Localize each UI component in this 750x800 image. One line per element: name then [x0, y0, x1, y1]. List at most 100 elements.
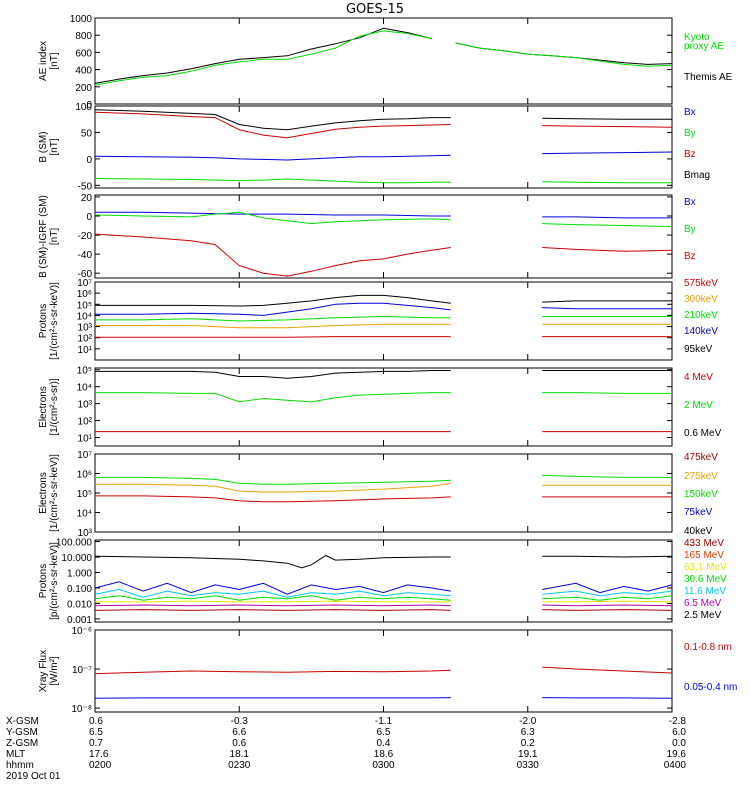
series-ae-kyoto-proxy-ae	[455, 42, 673, 67]
y-tick-label: 10⁻⁸	[71, 704, 92, 715]
series-bsm-by	[94, 178, 451, 184]
y-tick-label: 100.000	[56, 538, 93, 549]
y-axis-label-electrons1: [1/(cm²-s-sr)]	[49, 378, 60, 435]
series-protons2-11-6-mev	[542, 582, 673, 594]
series-protons2-2-5-mev	[542, 555, 673, 558]
series-protons2-2-5-mev	[94, 554, 451, 569]
legend-entry: 2.5 MeV	[684, 610, 722, 621]
legend-entry: Bz	[684, 149, 696, 160]
y-axis-label-electrons2: Electrons	[38, 472, 49, 514]
y-tick-label: 10¹	[78, 345, 93, 356]
series-ae-themis-ae	[455, 42, 673, 65]
footer-value: 17.6	[89, 749, 109, 760]
legend-entry: 433 MeV	[684, 538, 724, 549]
y-tick-label: 10⁻⁷	[72, 665, 92, 676]
y-tick-label: 50	[81, 128, 93, 139]
series-ae-kyoto-proxy-ae	[94, 30, 432, 86]
legend-entry: 165 MeV	[684, 550, 724, 561]
series-electrons1-2-mev	[542, 392, 672, 394]
series-protons1-575kev	[95, 336, 451, 338]
series-protons2-6-5-mev	[542, 609, 673, 611]
series-bigrf-bx	[542, 216, 672, 219]
footer-row-label: MLT	[6, 749, 25, 760]
y-tick-label: 10⁻⁶	[71, 626, 92, 637]
y-axis-label-electrons1: Electrons	[38, 386, 49, 428]
y-axis-label-protons1: [1/(cm²-s-sr-keV)]	[49, 282, 60, 360]
y-tick-label: 10⁴	[77, 509, 92, 520]
legend-entry: 95keV	[684, 344, 713, 355]
footer-value: 19.1	[518, 749, 538, 760]
y-tick-label: 10³	[78, 528, 93, 539]
series-bigrf-by	[94, 211, 451, 225]
y-tick-label: 800	[75, 31, 92, 42]
footer-value: 19.6	[667, 749, 687, 760]
legend-entry: 0.6 MeV	[684, 428, 722, 439]
y-tick-label: 0	[86, 155, 92, 166]
y-tick-label: 20	[81, 193, 93, 204]
y-axis-label-protons2: Protons	[38, 564, 49, 598]
series-bsm-bz	[94, 111, 451, 139]
legend-entry: Bmag	[684, 170, 710, 181]
footer-value: 0.7	[89, 738, 103, 749]
footer-row-label: 2019 Oct 01	[6, 771, 61, 782]
legend-entry: 0.05-0.4 nm	[684, 682, 737, 693]
legend-entry: 4 MeV	[684, 372, 713, 383]
footer-value: 6.5	[89, 727, 103, 738]
footer-value: -2.0	[519, 716, 537, 727]
legend-entry: 275keV	[684, 471, 718, 482]
series-bigrf-bx	[95, 211, 451, 217]
y-tick-label: 10³	[78, 323, 93, 334]
footer-row-label: Y-GSM	[6, 727, 38, 738]
series-protons2-63-1-mev	[94, 595, 451, 601]
y-tick-label: 10⁵	[77, 366, 92, 377]
series-ae-themis-ae	[94, 27, 432, 84]
y-axis-label-electrons2: [1/(cm²-s-sr-keV)]	[49, 454, 60, 532]
y-tick-label: 10¹	[78, 434, 93, 445]
series-xray-0-05-0-4-nm	[94, 697, 451, 699]
panel-frame-electrons1	[94, 367, 673, 447]
series-protons1-95kev	[95, 294, 451, 307]
series-bsm-bmag	[542, 117, 672, 120]
legend-entry: 63.1 MeV	[684, 562, 727, 573]
legend-entry: 75keV	[684, 507, 713, 518]
legend-entry: 0.1-0.8 nm	[684, 642, 732, 653]
footer-value: -0.3	[231, 716, 249, 727]
y-tick-label: 10²	[78, 334, 93, 345]
legend-entry: 30.6 MeV	[684, 574, 727, 585]
series-protons2-433-mev	[94, 604, 451, 607]
y-tick-label: 10³	[78, 400, 93, 411]
y-tick-label: -40	[78, 250, 93, 261]
footer-value: 0.6	[89, 716, 103, 727]
y-axis-label-protons2: [p/(cm²-s-sr-keV)]	[49, 542, 60, 620]
series-electrons2-150kev	[542, 474, 672, 478]
series-bigrf-by	[542, 223, 673, 227]
y-tick-label: 10⁷	[77, 278, 92, 289]
legend-entry: By	[684, 128, 696, 139]
series-protons2-165-mev	[542, 600, 673, 603]
series-bigrf-bz	[542, 247, 673, 252]
legend-entry: 6.5 MeV	[684, 598, 722, 609]
legend-entry: 140keV	[684, 326, 718, 337]
y-tick-label: 0.001	[67, 615, 92, 626]
panel-frame-protons2	[94, 539, 673, 623]
y-axis-label-bigrf: [nT]	[49, 228, 60, 245]
series-electrons1-2-mev	[95, 392, 451, 403]
y-axis-label-ae: [nT]	[49, 52, 60, 69]
series-bigrf-bz	[94, 233, 451, 277]
y-tick-label: 10⁷	[77, 450, 92, 461]
legend-entry: 210keV	[684, 310, 718, 321]
series-electrons2-40kev	[95, 495, 451, 503]
y-tick-label: 10⁵	[77, 489, 92, 500]
series-bsm-bz	[542, 125, 673, 128]
y-tick-label: 0.010	[67, 599, 92, 610]
legend-entry: 150keV	[684, 489, 718, 500]
series-protons2-433-mev	[542, 604, 673, 607]
panel-frame-protons1	[94, 281, 673, 361]
legend-entry: 11.6 MeV	[684, 586, 726, 597]
y-tick-label: 10²	[78, 417, 93, 428]
series-electrons2-150kev	[95, 476, 451, 485]
footer-value: 0.2	[521, 738, 535, 749]
footer-value: 6.5	[377, 727, 391, 738]
y-tick-label: 10⁶	[77, 289, 92, 300]
